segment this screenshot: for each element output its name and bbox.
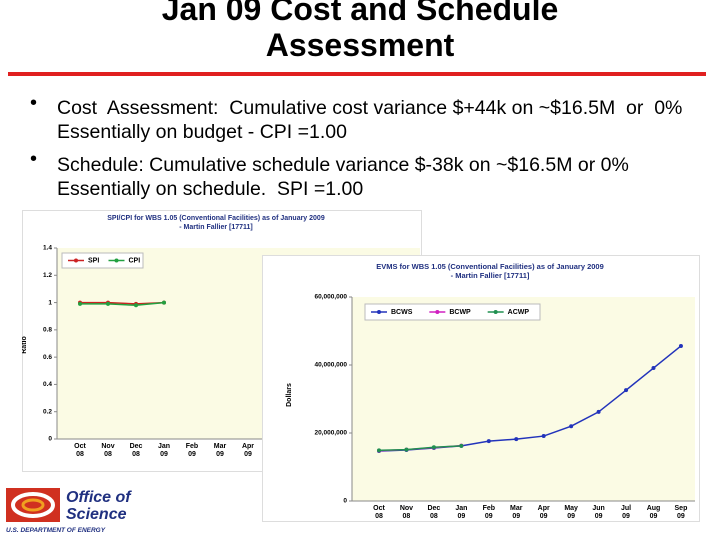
legend-label: SPI [88, 257, 99, 264]
bullet-text: Schedule: Cumulative schedule variance $… [57, 154, 635, 200]
x-tick-label: Dec 08 [427, 505, 441, 520]
bullet-text: Cost Assessment: Cumulative cost varianc… [57, 97, 688, 143]
chart-subtitle: - Martin Fallier [17711] [179, 224, 253, 231]
y-tick-label: 0.4 [43, 381, 52, 388]
data-point [569, 424, 574, 429]
plot-area [352, 297, 695, 501]
data-point [651, 366, 656, 371]
data-point [541, 434, 546, 439]
legend-label: ACWP [508, 309, 530, 316]
x-tick-label: Nov 08 [399, 505, 414, 520]
legend-swatch [493, 310, 498, 314]
chart-canvas: EVMS for WBS 1.05 (Conventional Faciliti… [262, 255, 700, 522]
slide-title: Jan 09 Cost and Schedule Assessment [161, 0, 559, 63]
y-tick-label: 1.4 [43, 245, 52, 252]
title-rule [8, 72, 706, 76]
y-tick-label: 1.2 [43, 272, 52, 279]
x-tick-label: Oct 08 [373, 505, 385, 520]
logo-mark [11, 492, 55, 518]
data-point [459, 443, 464, 448]
data-point [431, 445, 436, 450]
data-point [514, 437, 519, 442]
x-tick-label: Jun 09 [592, 505, 605, 520]
data-point [162, 300, 166, 305]
y-axis-label: Ratio [22, 336, 28, 354]
legend-swatch [377, 310, 381, 314]
data-point [596, 409, 601, 414]
y-tick-label: 1 [48, 299, 52, 306]
legend-box [364, 303, 541, 321]
x-tick-label: Dec 08 [129, 443, 143, 458]
x-tick-label: Nov 08 [101, 443, 115, 458]
data-point [678, 343, 683, 348]
y-tick-label: 20,000,000 [314, 430, 347, 437]
chart: EVMS for WBS 1.05 (Conventional Faciliti… [262, 255, 700, 522]
chart-title: EVMS for WBS 1.05 (Conventional Faciliti… [376, 262, 604, 271]
data-point [624, 388, 629, 393]
legend-swatch [74, 258, 78, 263]
logo-text: Science [66, 506, 127, 523]
data-point [134, 303, 138, 308]
legend-swatch [114, 258, 119, 263]
data-point [377, 448, 381, 453]
chart-title: SPI/CPI for WBS 1.05 (Conventional Facil… [107, 215, 325, 222]
x-tick-label: Mar 09 [213, 443, 227, 458]
series-line [80, 301, 165, 307]
x-tick-label: Jul 09 [620, 505, 632, 520]
logo: Office of Science U.S. DEPARTMENT OF ENE… [6, 488, 132, 534]
logo-org: U.S. DEPARTMENT OF ENERGY [6, 527, 106, 534]
x-tick-label: Apr 09 [537, 505, 550, 520]
y-tick-label: 0 [48, 436, 52, 443]
data-point [404, 447, 409, 452]
logo-text: Office of [66, 489, 132, 506]
x-tick-label: Feb 09 [482, 505, 496, 520]
x-tick-label: Jan 09 [157, 443, 171, 458]
y-tick-label: 60,000,000 [314, 294, 347, 301]
data-point [78, 301, 82, 306]
y-tick-label: 40,000,000 [314, 362, 347, 369]
x-tick-label: Feb 09 [185, 443, 199, 458]
data-point [106, 301, 110, 306]
y-tick-label: 0.6 [43, 354, 52, 361]
x-tick-label: Sep 09 [674, 505, 688, 520]
x-tick-label: Mar 09 [510, 505, 523, 520]
x-tick-label: May 09 [564, 505, 578, 520]
bullet-dot: • [30, 92, 38, 114]
legend-label: BCWS [391, 309, 413, 316]
data-point [486, 439, 491, 444]
x-tick-label: Jan 09 [455, 505, 468, 520]
series-line [378, 445, 462, 452]
bullet-dot: • [30, 148, 38, 170]
legend-label: BCWP [449, 309, 471, 316]
legend-label: CPI [129, 257, 141, 264]
legend-swatch [435, 310, 440, 314]
x-tick-label: Aug 09 [646, 505, 661, 520]
y-axis-label: Dollars [286, 383, 293, 407]
legend-box [61, 252, 144, 269]
y-tick-label: 0 [343, 498, 347, 505]
logo-mark [21, 498, 45, 512]
chart-subtitle: - Martin Fallier [17711] [451, 271, 530, 280]
x-tick-label: Oct 08 [74, 443, 86, 458]
y-tick-label: 0.2 [43, 408, 52, 415]
x-tick-label: Apr 09 [241, 443, 255, 458]
y-tick-label: 0.8 [43, 327, 52, 334]
